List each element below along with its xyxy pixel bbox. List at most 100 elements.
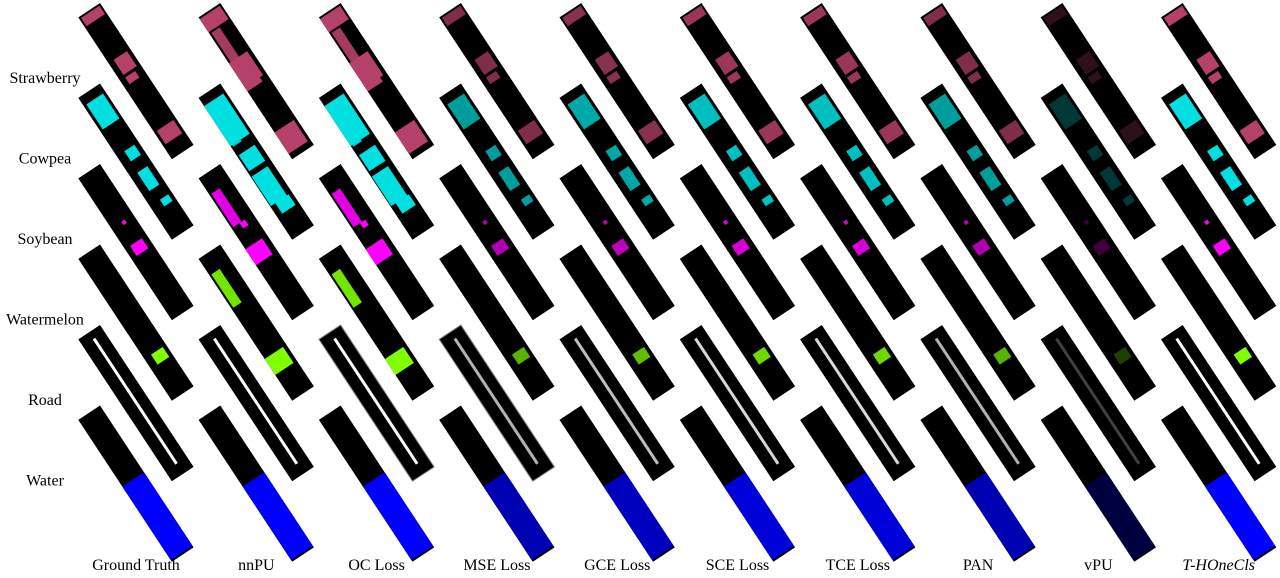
class-region xyxy=(682,5,707,27)
class-region xyxy=(1204,219,1210,226)
maps xyxy=(78,3,1277,562)
map-strip xyxy=(1040,405,1156,562)
class-region xyxy=(441,5,466,27)
classification-map xyxy=(198,164,314,321)
class-region xyxy=(1207,144,1224,162)
classification-map xyxy=(78,405,194,562)
class-region xyxy=(213,337,299,465)
class-region xyxy=(1087,70,1102,85)
class-region xyxy=(963,219,969,226)
class-region xyxy=(846,144,863,162)
class-region xyxy=(1163,5,1188,27)
class-region xyxy=(594,51,619,75)
class-region xyxy=(1113,346,1132,365)
class-region xyxy=(972,238,991,256)
class-region xyxy=(520,194,534,207)
class-region xyxy=(137,166,160,192)
map-strip xyxy=(78,244,194,401)
class-region xyxy=(758,119,784,145)
class-region xyxy=(1196,51,1220,75)
classification-map xyxy=(78,3,194,160)
class-region xyxy=(384,346,414,376)
classification-map xyxy=(1160,244,1277,401)
classification-map xyxy=(1160,83,1277,240)
class-region xyxy=(851,238,871,256)
class-region xyxy=(846,70,862,85)
class-region xyxy=(362,472,434,561)
class-region xyxy=(562,5,587,27)
class-region xyxy=(113,51,137,75)
class-region xyxy=(264,346,294,376)
class-region xyxy=(603,472,674,561)
class-region xyxy=(275,194,296,214)
row-label: Soybean xyxy=(17,231,72,248)
class-region xyxy=(211,188,242,228)
column-label: T-HOneCls xyxy=(1182,557,1255,574)
class-region xyxy=(274,119,308,154)
column-label: vPU xyxy=(1084,557,1113,574)
class-region xyxy=(319,5,349,33)
column-label: nnPU xyxy=(238,557,275,574)
class-region xyxy=(1175,337,1261,465)
class-region xyxy=(761,194,775,207)
classification-map xyxy=(318,324,435,482)
class-region xyxy=(159,194,173,207)
class-region xyxy=(881,194,895,207)
class-region xyxy=(632,346,651,365)
class-region xyxy=(1212,238,1232,256)
row-label: Strawberry xyxy=(9,70,80,87)
classification-map xyxy=(1160,325,1277,482)
classification-map xyxy=(679,405,796,562)
classification-map xyxy=(800,325,916,482)
classification-map xyxy=(438,324,556,482)
class-region xyxy=(1086,144,1104,162)
map-strip xyxy=(800,3,916,160)
class-region xyxy=(637,119,664,145)
class-region xyxy=(843,219,849,226)
class-region xyxy=(124,144,141,162)
map-strip xyxy=(920,244,1036,401)
class-region xyxy=(611,238,630,256)
class-region xyxy=(211,107,242,147)
class-region xyxy=(359,219,369,229)
class-region xyxy=(360,70,383,92)
classification-map xyxy=(318,405,435,562)
class-region xyxy=(687,93,722,130)
classification-map xyxy=(78,244,194,401)
classification-map xyxy=(78,83,194,240)
class-region xyxy=(447,93,481,130)
classification-map xyxy=(1160,405,1277,562)
classification-map xyxy=(1040,83,1156,240)
class-region xyxy=(725,144,743,162)
class-region xyxy=(923,5,948,27)
classification-map xyxy=(679,83,796,240)
class-region xyxy=(715,51,739,75)
class-region xyxy=(331,188,362,228)
class-region xyxy=(1233,346,1253,365)
classification-map xyxy=(1040,405,1156,562)
classification-map xyxy=(318,244,435,401)
class-region xyxy=(605,144,623,162)
class-region xyxy=(1122,194,1136,207)
class-region xyxy=(738,166,761,192)
class-region xyxy=(245,238,273,266)
classification-map xyxy=(800,83,916,240)
class-region xyxy=(1001,194,1015,207)
row-label: Watermelon xyxy=(6,312,84,329)
class-region xyxy=(723,472,794,561)
classification-map xyxy=(1040,164,1156,321)
labels: Strawberry Cowpea Soybean Watermelon Road Wat… xyxy=(6,70,1255,574)
class-region xyxy=(238,144,266,172)
class-region xyxy=(211,27,242,67)
map-strip xyxy=(1040,164,1156,321)
column-label: OC Loss xyxy=(348,557,404,574)
map-strip xyxy=(559,164,675,321)
class-region xyxy=(1075,51,1100,75)
class-region xyxy=(395,194,416,214)
class-region xyxy=(722,219,729,226)
class-region xyxy=(1207,70,1223,85)
class-region xyxy=(726,70,742,85)
classification-map xyxy=(920,244,1036,401)
column-label: MSE Loss xyxy=(463,557,530,574)
